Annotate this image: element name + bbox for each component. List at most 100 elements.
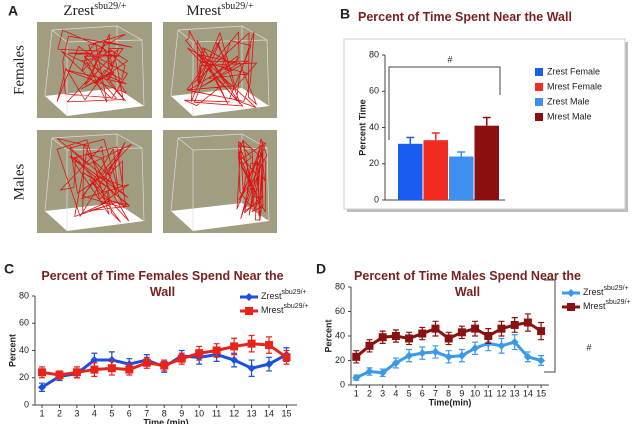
x-tick-label: 14 — [264, 408, 274, 418]
marker — [55, 371, 64, 380]
marker — [352, 373, 361, 382]
significance-bracket — [544, 279, 556, 373]
marker — [195, 349, 204, 358]
x-tick-label: 7 — [433, 388, 438, 398]
x-tick-label: 10 — [194, 408, 204, 418]
y-tick-label: 0 — [340, 379, 345, 389]
chart-title: Percent of Time Females Spend Near the W… — [41, 269, 284, 299]
x-axis-label: Time (min) — [143, 417, 188, 424]
marker — [484, 332, 493, 340]
marker — [352, 352, 361, 361]
marker — [37, 383, 46, 392]
marker — [107, 356, 116, 365]
trajectory — [236, 138, 268, 221]
marker — [537, 327, 546, 336]
y-tick-label: 20 — [369, 158, 379, 168]
marker — [537, 356, 546, 365]
x-tick-label: 8 — [162, 408, 167, 418]
marker — [471, 344, 480, 353]
x-tick-label: 11 — [212, 408, 221, 418]
marker — [212, 346, 221, 355]
y-axis-label: Percent — [323, 319, 333, 352]
y-tick-label: 40 — [335, 330, 345, 340]
error-bar — [406, 136, 415, 144]
x-tick-label: 9 — [459, 388, 464, 398]
x-tick-label: 5 — [407, 388, 412, 398]
marker — [457, 328, 466, 337]
error-bar — [457, 151, 466, 157]
marker — [265, 341, 274, 350]
marker — [497, 341, 506, 350]
bar — [398, 143, 423, 200]
x-tick-label: 13 — [247, 408, 257, 418]
legend-swatch — [535, 83, 543, 91]
superscript: sbu29/+ — [221, 1, 254, 12]
arena-floor — [171, 88, 269, 116]
genotype: Zrest — [63, 3, 95, 19]
panel-letter: C — [4, 261, 14, 277]
arena-wire — [170, 25, 270, 116]
arena-wire — [44, 133, 145, 231]
x-tick-label: 5 — [109, 408, 114, 418]
x-tick-label: 12 — [229, 408, 239, 418]
legend-superscript: sbu29/+ — [606, 299, 631, 306]
x-tick-label: 11 — [484, 388, 493, 398]
significance-bracket — [388, 66, 501, 140]
marker — [378, 333, 387, 342]
marker — [265, 360, 274, 369]
x-tick-label: 14 — [523, 388, 533, 398]
marker — [125, 365, 134, 374]
y-tick-label: 60 — [335, 306, 345, 316]
x-tick-label: 3 — [380, 388, 385, 398]
x-tick-label: 1 — [354, 388, 359, 398]
legend-label: Zrestsbu29/+ — [583, 285, 629, 298]
legend-superscript: sbu29/+ — [284, 303, 309, 310]
y-tick-label: 0 — [374, 194, 379, 204]
legend-swatch — [535, 68, 543, 76]
y-tick-label: 20 — [19, 372, 29, 382]
x-tick-label: 15 — [536, 388, 546, 398]
column-header: Zrestsbu29/+ — [63, 1, 126, 19]
marker — [378, 368, 387, 377]
arena-floor — [45, 88, 144, 116]
marker — [160, 361, 169, 370]
y-tick-label: 80 — [19, 290, 29, 300]
genotype: Mrest — [186, 3, 222, 19]
y-axis-label: Percent Time — [357, 99, 367, 155]
chart-title: Percent of Time Males Spend Near the Wal… — [354, 269, 581, 299]
legend-superscript: sbu29/+ — [604, 285, 629, 292]
column-header: Mrestsbu29/+ — [186, 1, 254, 19]
annotation: # — [586, 342, 591, 352]
y-tick-label: 40 — [369, 122, 379, 132]
marker — [391, 358, 400, 367]
trajectory — [184, 30, 257, 108]
marker — [567, 289, 575, 297]
x-axis-label: Time(min) — [429, 397, 472, 407]
marker — [444, 352, 453, 361]
legend-name: Zrest — [583, 287, 604, 297]
marker — [365, 341, 374, 350]
y-tick-label: 40 — [19, 345, 29, 355]
legend-label: Mrest Male — [547, 111, 592, 121]
y-tick-label: 60 — [369, 86, 379, 96]
marker — [142, 358, 151, 367]
marker — [405, 351, 414, 360]
error-bar — [482, 116, 491, 126]
marker — [247, 339, 256, 348]
legend-swatch — [535, 113, 543, 121]
legend-name: Mrest — [261, 305, 284, 315]
marker — [230, 342, 239, 351]
legend-name: Zrest — [261, 291, 282, 301]
marker — [510, 338, 519, 347]
x-tick-label: 10 — [470, 388, 480, 398]
annotation: # — [447, 54, 452, 64]
x-tick-label: 4 — [92, 408, 97, 418]
marker — [72, 368, 81, 377]
x-tick-label: 1 — [39, 408, 44, 418]
y-tick-label: 20 — [335, 355, 345, 365]
x-tick-label: 7 — [144, 408, 149, 418]
legend-swatch — [535, 98, 543, 106]
marker — [230, 356, 239, 365]
panel-letter: A — [8, 3, 18, 19]
